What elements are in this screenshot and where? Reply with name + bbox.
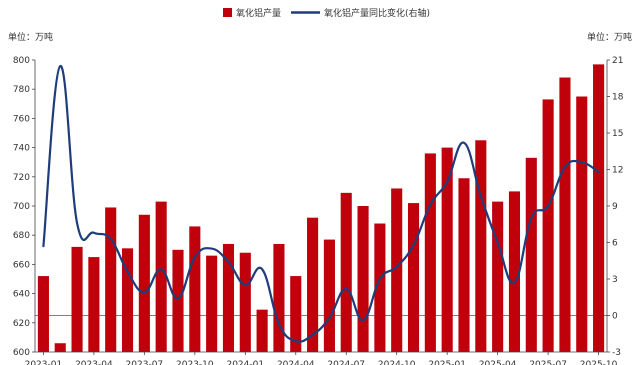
left-tick-label: 640 <box>13 290 30 300</box>
x-tick-label: 2025-04 <box>479 360 517 365</box>
x-tick-label: 2024-04 <box>277 360 315 365</box>
right-tick-label: 3 <box>612 275 618 285</box>
right-axis-unit-label: 单位：万吨 <box>587 31 632 43</box>
bar-2023-12 <box>222 243 235 352</box>
bar-2024-06 <box>323 239 335 352</box>
x-tick-label: 2023-10 <box>176 360 214 365</box>
x-tick-label: 2024-01 <box>226 360 264 365</box>
bar-2023-06 <box>121 248 134 352</box>
bar-2024-08 <box>357 206 369 352</box>
left-tick-label: 780 <box>13 85 30 95</box>
bar-2023-04 <box>88 257 100 352</box>
yoy-line <box>42 64 600 343</box>
bar-2023-08 <box>155 201 167 352</box>
x-tick-label: 2023-04 <box>75 360 113 365</box>
bar-2023-03 <box>71 246 83 352</box>
bar-2024-05 <box>307 217 319 352</box>
bar-2025-07 <box>542 99 554 352</box>
bar-2025-02 <box>458 178 470 352</box>
bar-2025-01 <box>441 147 453 352</box>
left-tick-label: 600 <box>13 348 30 358</box>
left-axis-ticks: 600 620 640 660 680 700 720 740 760 780 800 <box>13 56 35 358</box>
left-tick-label: 800 <box>13 56 30 66</box>
bar-2025-10 <box>593 64 605 352</box>
right-tick-label: 18 <box>612 93 624 103</box>
bar-2023-02 <box>54 343 66 352</box>
right-tick-label: 21 <box>612 56 623 66</box>
left-tick-label: 760 <box>13 114 30 124</box>
bars <box>37 64 605 353</box>
left-tick-label: 660 <box>13 260 30 270</box>
left-tick-label: 700 <box>13 202 30 212</box>
x-tick-label: 2023-07 <box>126 360 164 365</box>
bar-2024-12 <box>424 153 436 352</box>
bar-2024-04 <box>290 276 302 352</box>
legend-line-label: 氧化铝产量同比变化(右轴) <box>324 7 430 19</box>
legend-bar-label: 氧化铝产量 <box>236 7 281 19</box>
right-tick-label: 0 <box>612 312 618 322</box>
left-tick-label: 740 <box>13 144 30 154</box>
right-tick-label: 6 <box>612 239 618 249</box>
right-tick-label: 15 <box>612 129 623 139</box>
bar-2024-07 <box>340 192 352 352</box>
left-tick-label: 720 <box>13 173 30 183</box>
x-tick-label: 2023-01 <box>25 360 63 365</box>
bar-2024-11 <box>407 203 420 352</box>
right-tick-label: -3 <box>612 348 621 358</box>
axes <box>34 60 608 353</box>
bar-2025-06 <box>525 157 537 352</box>
x-axis-ticks: 2023-01 2023-04 2023-07 2023-10 2024-01 2024-… <box>25 352 618 365</box>
bar-2023-11 <box>206 255 218 352</box>
bar-2024-10 <box>391 188 403 352</box>
x-tick-label: 2025-10 <box>580 360 618 365</box>
bar-2024-02 <box>256 309 268 352</box>
bar-2023-07 <box>138 214 150 352</box>
bar-2024-01 <box>239 252 251 352</box>
x-tick-label: 2025-07 <box>529 360 567 365</box>
bar-2024-09 <box>374 223 386 352</box>
x-tick-label: 2025-01 <box>428 360 466 365</box>
x-tick-label: 2024-10 <box>378 360 416 365</box>
right-tick-label: 9 <box>612 202 618 212</box>
legend-bar-swatch <box>223 8 232 17</box>
bar-2023-01 <box>37 276 49 352</box>
bar-2023-09 <box>172 249 184 352</box>
left-tick-label: 680 <box>13 231 30 241</box>
bar-2025-08 <box>559 77 571 353</box>
x-tick-label: 2024-07 <box>327 360 365 365</box>
legend: 氧化铝产量 氧化铝产量同比变化(右轴) <box>223 7 430 19</box>
bar-2025-05 <box>508 191 521 352</box>
right-axis-ticks: -3 0 3 6 9 12 15 18 21 <box>607 56 624 358</box>
bar-2024-03 <box>273 243 285 352</box>
right-tick-label: 12 <box>612 166 623 176</box>
left-tick-label: 620 <box>13 319 30 329</box>
bar-2023-05 <box>105 207 117 352</box>
left-axis-unit-label: 单位：万吨 <box>8 31 53 43</box>
bar-2025-04 <box>492 201 504 352</box>
bar-2025-03 <box>475 140 487 352</box>
bar-2025-09 <box>576 96 588 352</box>
bar-2023-10 <box>189 226 201 352</box>
